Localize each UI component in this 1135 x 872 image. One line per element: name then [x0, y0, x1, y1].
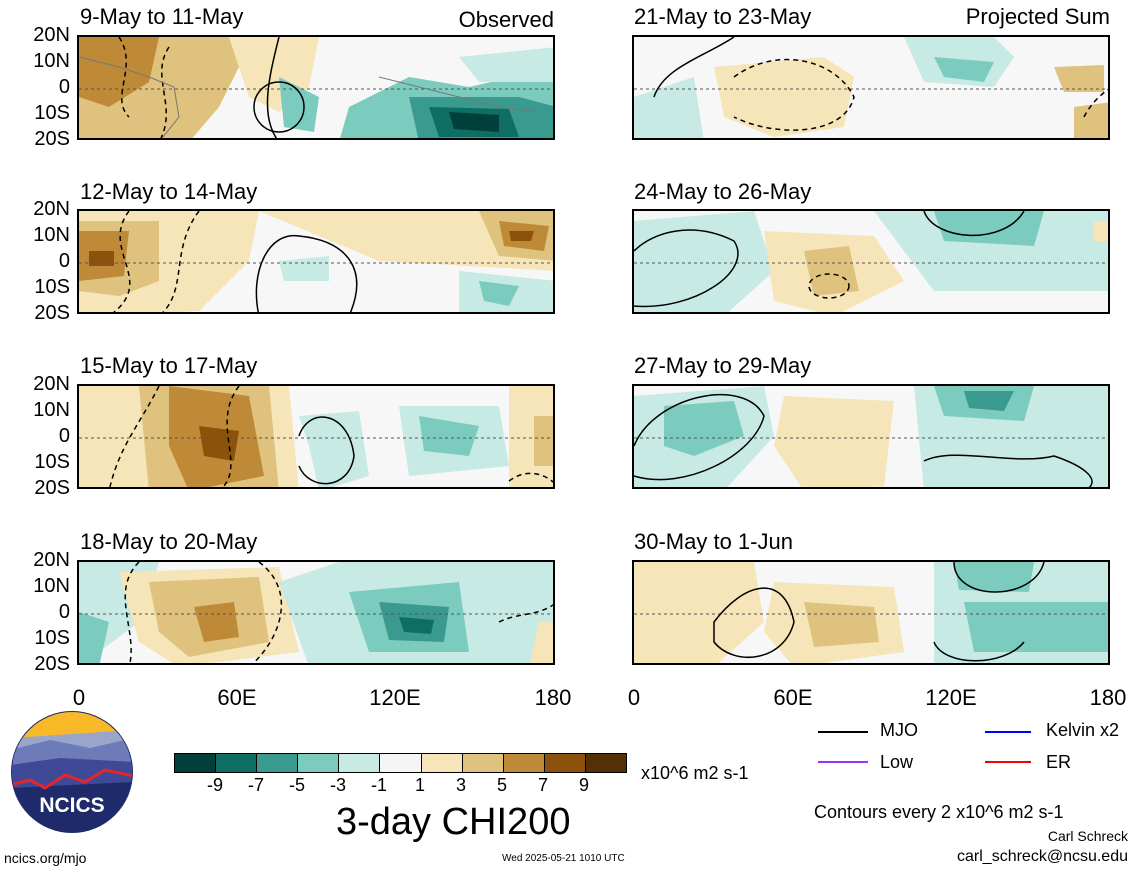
lon-label: 0	[72, 685, 86, 710]
lat-label: 10S	[34, 102, 70, 124]
lat-label: 20S	[34, 302, 70, 324]
colorbar-label: 3	[455, 775, 467, 795]
lat-label: 0	[58, 601, 70, 623]
colorbar-swatch	[420, 754, 462, 772]
projected-tag: Projected Sum	[965, 4, 1110, 29]
panel-title: 21-May to 23-May	[634, 4, 812, 29]
colorbar-swatch	[338, 754, 380, 772]
panel-title: 15-May to 17-May	[80, 353, 258, 378]
lon-label: 120E	[369, 685, 421, 710]
logo-text: NCICS	[39, 794, 104, 817]
map-panel-projected-1	[632, 35, 1110, 140]
legend-line-kelvin	[985, 731, 1031, 733]
legend-label-kelvin: Kelvin x2	[1046, 720, 1120, 740]
lat-label: 10S	[34, 451, 70, 473]
colorbar-units: x10^6 m2 s-1	[641, 763, 749, 783]
lat-label: 10N	[33, 399, 70, 421]
colorbar-swatch	[297, 754, 339, 772]
lat-label: 0	[58, 76, 70, 98]
lat-label: 20S	[34, 128, 70, 150]
lon-label: 180	[1089, 685, 1127, 710]
footer-url[interactable]: ncics.org/mjo	[4, 850, 87, 866]
colorbar-swatch	[461, 754, 503, 772]
legend-label-er: ER	[1046, 752, 1072, 772]
colorbar-swatch	[379, 754, 421, 772]
lat-label: 10S	[34, 276, 70, 298]
lon-label: 180	[534, 685, 572, 710]
legend-line-er	[985, 761, 1031, 763]
lat-label: 10N	[33, 50, 70, 72]
lat-label: 10N	[33, 224, 70, 246]
author-email: carl_schreck@ncsu.edu	[957, 848, 1128, 865]
colorbar-label: 5	[496, 775, 508, 795]
contour-note: Contours every 2 x10^6 m2 s-1	[814, 802, 1064, 822]
lon-label: 120E	[925, 685, 977, 710]
lon-label: 60E	[217, 685, 257, 710]
panel-title: 12-May to 14-May	[80, 179, 258, 204]
colorbar-label: -1	[370, 775, 388, 795]
colorbar-label: -3	[329, 775, 347, 795]
lat-label: 20N	[33, 24, 70, 46]
colorbar	[174, 753, 627, 773]
legend-label-mjo: MJO	[880, 720, 918, 740]
colorbar-label: -5	[288, 775, 306, 795]
lon-label: 60E	[773, 685, 813, 710]
lat-label: 20N	[33, 549, 70, 571]
lat-label: 20N	[33, 373, 70, 395]
panel-title: 24-May to 26-May	[634, 179, 812, 204]
observed-tag: Observed	[458, 7, 554, 32]
lat-label: 0	[58, 425, 70, 447]
author-credit: Carl Schreck	[1047, 828, 1128, 844]
map-panel-observed-1	[77, 35, 555, 140]
legend-label-low: Low	[880, 752, 914, 772]
lat-label: 0	[58, 250, 70, 272]
colorbar-label: 7	[537, 775, 549, 795]
ncics-logo: NCICS	[10, 710, 134, 834]
map-panel-projected-4	[632, 560, 1110, 665]
colorbar-label: 1	[414, 775, 426, 795]
map-panel-observed-2	[77, 209, 555, 314]
lat-label: 20S	[34, 653, 70, 675]
legend-line-mjo	[818, 731, 868, 733]
panel-title: 18-May to 20-May	[80, 529, 258, 554]
colorbar-label: -9	[206, 775, 224, 795]
figure-title: 3-day CHI200	[336, 801, 571, 843]
colorbar-swatch	[502, 754, 544, 772]
legend-line-low	[818, 761, 868, 763]
colorbar-swatch	[175, 754, 216, 772]
map-panel-projected-3	[632, 384, 1110, 489]
colorbar-swatch	[584, 754, 627, 772]
map-panel-projected-2	[632, 209, 1110, 314]
colorbar-swatch	[543, 754, 585, 772]
lat-label: 10N	[33, 575, 70, 597]
lat-label: 20N	[33, 198, 70, 220]
colorbar-swatch	[215, 754, 257, 772]
footer-timestamp: Wed 2025-05-21 1010 UTC	[502, 853, 625, 864]
panel-title: 30-May to 1-Jun	[634, 529, 793, 554]
lon-label: 0	[627, 685, 641, 710]
map-panel-observed-4	[77, 560, 555, 665]
map-panel-observed-3	[77, 384, 555, 489]
panel-title: 27-May to 29-May	[634, 353, 812, 378]
colorbar-swatch	[256, 754, 298, 772]
colorbar-label: 9	[578, 775, 590, 795]
lat-label: 20S	[34, 477, 70, 499]
panel-title: 9-May to 11-May	[80, 4, 244, 29]
lat-label: 10S	[34, 627, 70, 649]
colorbar-label: -7	[247, 775, 265, 795]
